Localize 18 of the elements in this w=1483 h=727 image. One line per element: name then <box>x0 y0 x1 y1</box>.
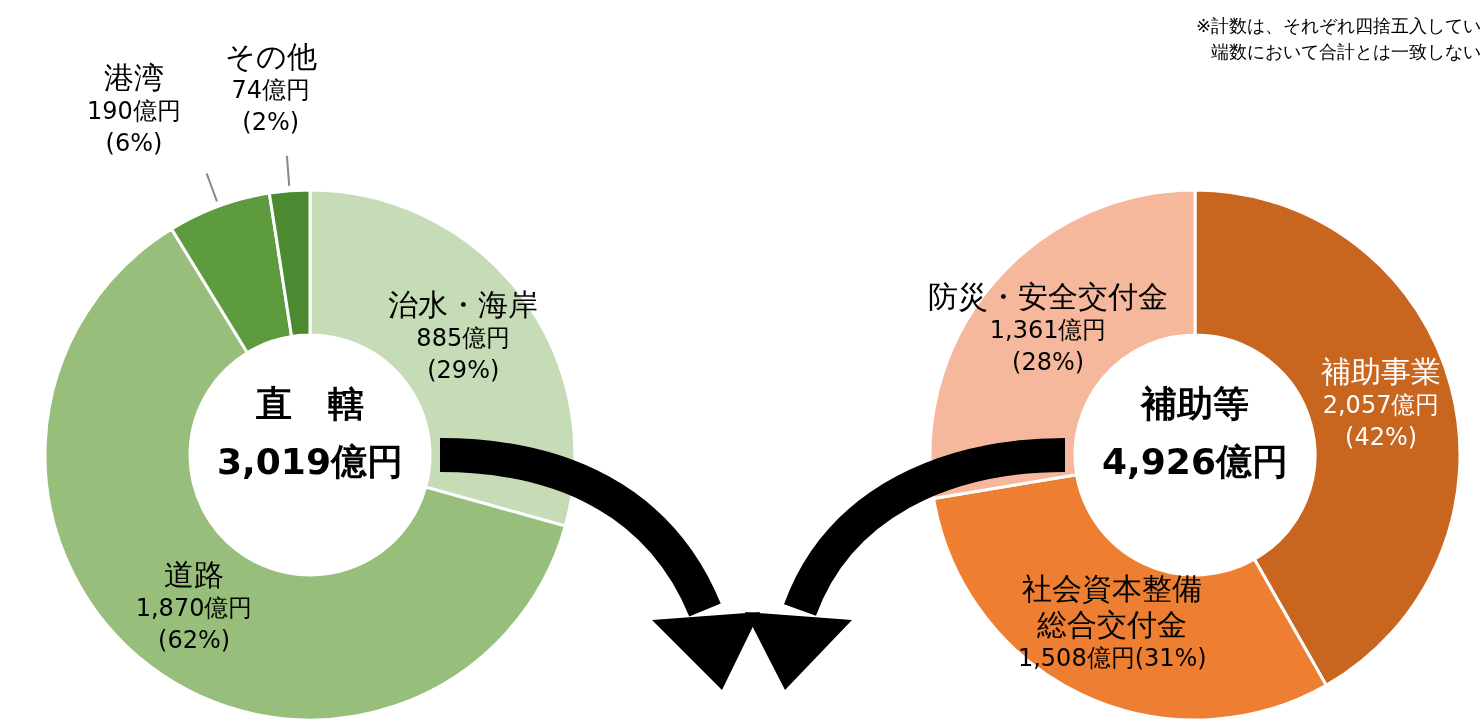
slice-label: 道路 <box>164 556 225 592</box>
slice-label: 港湾 <box>103 60 164 96</box>
text: 補助等 <box>1139 383 1249 424</box>
text: 3,019億円 <box>217 441 403 482</box>
data-label: 1,870億円 (62%) <box>135 593 253 654</box>
slice-label: 社会資本整備総合交付金 <box>1022 570 1203 642</box>
slice-label: 治水・海岸 <box>388 286 539 322</box>
text: 直 轄 <box>255 383 364 424</box>
data-label: 74億円 (2%) <box>231 76 310 137</box>
text: ※計数は、それぞれ四捨五入してい端数において合計とは一致しない <box>1195 15 1481 62</box>
data-label: 2,057億円 (42%) <box>1322 390 1440 451</box>
slice-label: その他 <box>224 39 317 75</box>
slice-label: 補助事業 <box>1321 353 1442 389</box>
data-label: 1,361億円 (28%) <box>989 315 1107 376</box>
slice-label: 防災・安全交付金 <box>928 278 1169 314</box>
data-label: 190億円 (6%) <box>87 97 181 158</box>
text: 4,926億円 <box>1102 441 1288 482</box>
data-label: 885億円 (29%) <box>416 323 511 384</box>
